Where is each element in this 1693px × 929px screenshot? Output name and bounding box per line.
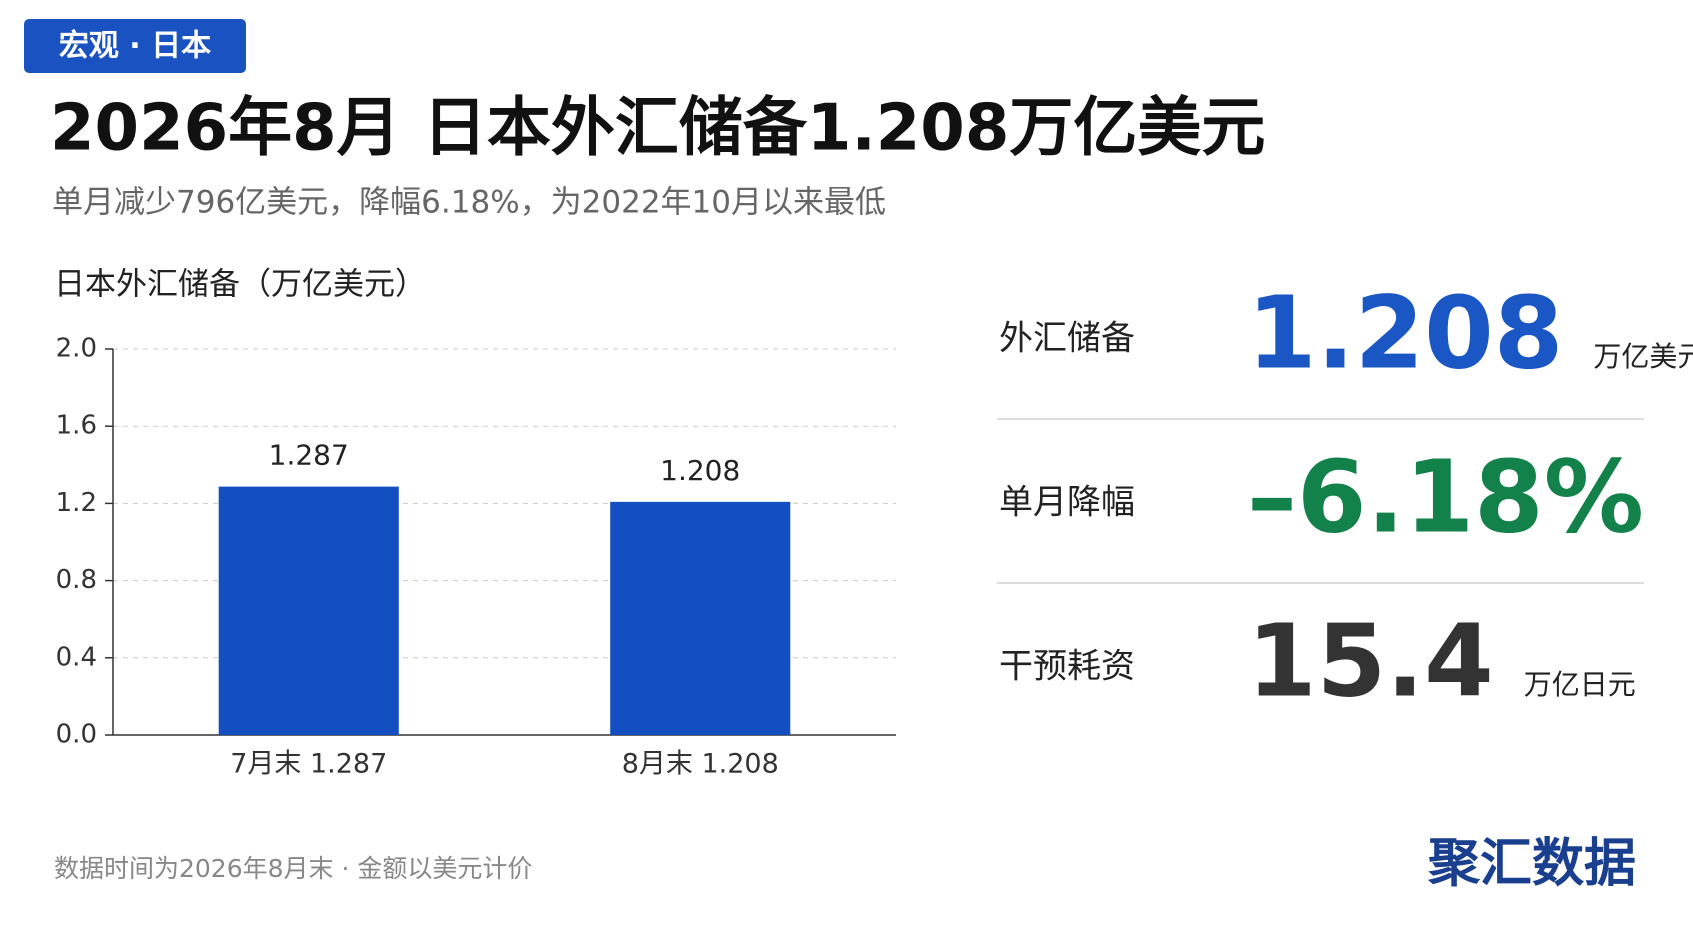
brand: 聚汇数据	[1427, 834, 1636, 894]
bar	[218, 486, 399, 735]
bar	[610, 501, 791, 735]
y-tick-label: 2.0	[56, 334, 97, 364]
stat-value: 15.4	[1247, 602, 1494, 719]
footer: 数据时间为2026年8月末 · 金额以美元计价	[54, 854, 532, 883]
stat-value: –6.18%	[1247, 438, 1644, 555]
y-tick-label: 1.2	[56, 488, 97, 518]
value-label: 1.287	[269, 439, 349, 472]
value-label: 1.208	[660, 454, 740, 487]
stat-unit: 万亿日元	[1524, 668, 1636, 701]
y-tick-label: 0.0	[56, 720, 97, 750]
title: 2026年8月 日本外汇储备1.208万亿美元	[50, 92, 1265, 166]
x-tick-label: 7月末 1.287	[230, 749, 387, 780]
stat-label: 干预耗资	[999, 647, 1135, 687]
stat-label: 单月降幅	[999, 483, 1135, 523]
x-tick-label: 8月末 1.208	[622, 749, 779, 780]
stat-label: 外汇储备	[999, 319, 1135, 359]
y-tick-label: 0.4	[56, 642, 97, 672]
y-tick-label: 1.6	[56, 411, 97, 441]
tag: 宏观 · 日本	[59, 29, 211, 64]
stat-unit: 万亿美元	[1593, 340, 1693, 373]
chart-title: 日本外汇储备（万亿美元）	[54, 267, 426, 303]
tag-box	[24, 19, 246, 73]
subtitle: 单月减少796亿美元，降幅6.18%，为2022年10月以来最低	[52, 185, 886, 221]
stat-value: 1.208	[1247, 274, 1563, 391]
y-tick-label: 0.8	[56, 565, 97, 595]
